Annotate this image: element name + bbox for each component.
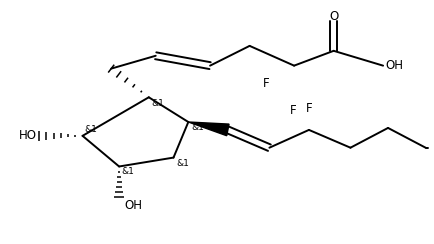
Text: OH: OH (124, 199, 142, 212)
Text: &1: &1 (152, 99, 164, 108)
Text: F: F (290, 104, 296, 117)
Text: F: F (306, 102, 312, 115)
Text: F: F (263, 77, 270, 90)
Text: &1: &1 (177, 159, 189, 168)
Text: &1: &1 (191, 123, 204, 132)
Text: HO: HO (19, 129, 37, 142)
Text: OH: OH (385, 59, 403, 72)
Text: &1: &1 (121, 167, 134, 176)
Polygon shape (188, 122, 229, 136)
Text: &1: &1 (85, 125, 97, 134)
Text: O: O (329, 10, 338, 23)
